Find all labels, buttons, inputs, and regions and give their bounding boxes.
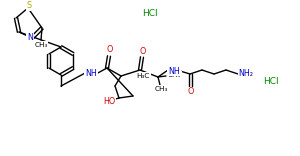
Text: CH₃: CH₃ (34, 42, 48, 48)
Text: NH: NH (168, 66, 180, 76)
Text: CH₃: CH₃ (154, 86, 168, 92)
Text: NH₂: NH₂ (238, 70, 253, 78)
Text: S: S (26, 2, 32, 10)
Text: O: O (188, 88, 194, 97)
Text: O: O (140, 46, 146, 56)
Text: NH: NH (85, 70, 97, 78)
Text: N: N (27, 34, 33, 42)
Text: CH₃: CH₃ (168, 72, 182, 78)
Text: O: O (107, 46, 113, 54)
Text: HCl: HCl (142, 8, 158, 17)
Text: HO: HO (103, 98, 115, 107)
Text: H₃C: H₃C (136, 73, 150, 79)
Text: HCl: HCl (263, 76, 279, 85)
